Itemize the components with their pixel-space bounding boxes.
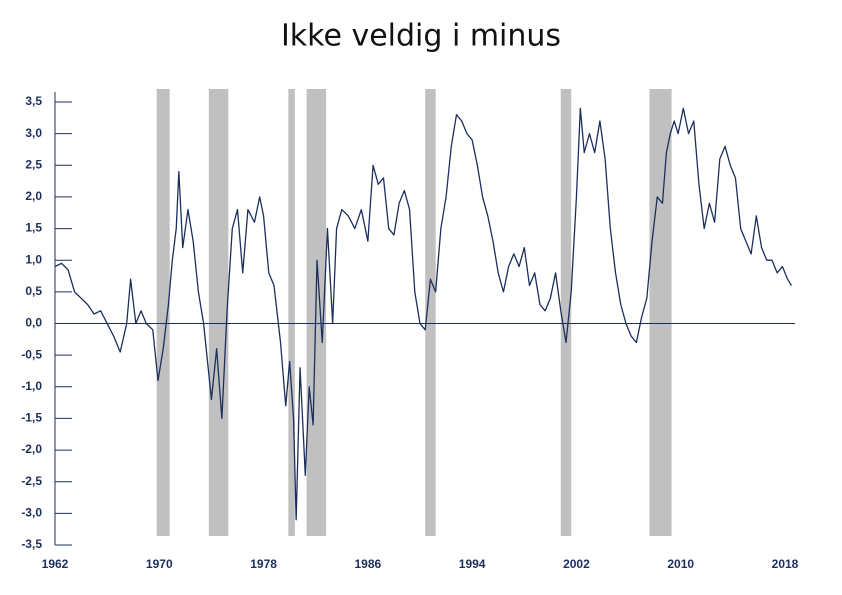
x-tick-label: 1962 xyxy=(42,557,69,571)
y-tick-label: 0,0 xyxy=(25,316,42,330)
series-line xyxy=(54,107,793,521)
y-tick-label: 2,0 xyxy=(25,189,42,203)
recession-band xyxy=(156,89,170,536)
x-tick-label: 1978 xyxy=(250,557,277,571)
recession-band xyxy=(425,89,436,536)
x-tick-label: 1994 xyxy=(459,557,486,571)
x-tick-label: 1986 xyxy=(355,557,382,571)
y-tick-label: 2,5 xyxy=(25,157,42,171)
recession-band xyxy=(288,89,295,536)
y-tick-label: 3,5 xyxy=(25,94,42,108)
x-tick-label: 2018 xyxy=(772,557,799,571)
y-tick-label: 3,0 xyxy=(25,126,42,140)
y-tick-label: -1,5 xyxy=(21,411,42,425)
recession-band xyxy=(560,89,572,536)
y-tick-label: 1,5 xyxy=(25,221,42,235)
x-tick-label: 2010 xyxy=(667,557,694,571)
y-tick-label: 0,5 xyxy=(25,284,42,298)
x-tick-label: 1970 xyxy=(146,557,173,571)
y-tick-label: -2,0 xyxy=(21,442,42,456)
chart-title: Ikke veldig i minus xyxy=(281,19,561,54)
y-tick-label: -3,0 xyxy=(21,506,42,520)
y-tick-label: -2,5 xyxy=(21,474,42,488)
recession-band xyxy=(649,89,672,536)
x-tick-label: 2002 xyxy=(563,557,590,571)
y-tick-label: 1,0 xyxy=(25,252,42,266)
y-tick-label: -0,5 xyxy=(21,347,42,361)
recession-band xyxy=(208,89,229,536)
y-tick-label: -3,5 xyxy=(21,537,42,551)
y-tick-label: -1,0 xyxy=(21,379,42,393)
